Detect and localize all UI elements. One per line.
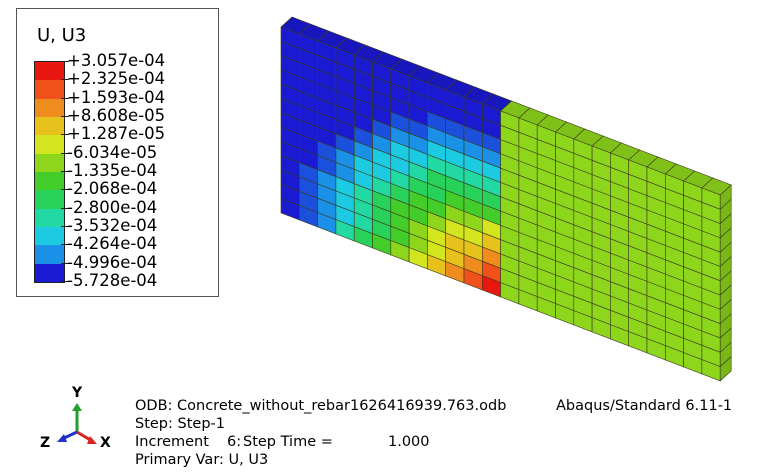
legend-swatch: [35, 153, 64, 173]
solver-version: Abaqus/Standard 6.11-1: [556, 398, 733, 414]
odb-name: ODB: Concrete_without_rebar1626416939.76…: [135, 398, 507, 414]
legend-swatch: [35, 80, 64, 100]
step-name: Step: Step-1: [135, 416, 225, 432]
axis-triad: Y Z X: [40, 385, 111, 451]
legend-swatch: [35, 98, 64, 118]
axis-label-x: X: [100, 435, 111, 451]
legend-value: -2.800e-04: [67, 197, 158, 217]
legend-title: U, U3: [37, 25, 87, 46]
legend-swatch: [35, 227, 64, 246]
legend-tick: [61, 152, 69, 154]
increment-label: Increment: [135, 434, 209, 450]
slab-end-face: [719, 355, 732, 382]
legend-value: -4.996e-04: [67, 252, 158, 272]
increment-value: 6:: [227, 434, 242, 450]
legend-swatch: [35, 190, 64, 210]
legend-tick: [61, 116, 69, 117]
legend-swatch: [35, 62, 64, 81]
legend-tick: [61, 97, 69, 99]
viewport-info-block: ODB: Concrete_without_rebar1626416939.76…: [135, 397, 755, 469]
legend-tick: [61, 61, 69, 62]
legend-value: -4.264e-04: [67, 234, 158, 254]
legend-swatch: [35, 245, 64, 265]
legend-tick: [61, 207, 69, 209]
legend-tick: [61, 262, 69, 264]
step-time-value: 1.000: [388, 434, 430, 450]
legend-swatch: [35, 117, 64, 136]
legend-tick: [61, 226, 69, 227]
legend-value: +3.057e-04: [67, 51, 166, 70]
legend-swatch: [35, 263, 64, 282]
axis-label-y: Y: [71, 385, 83, 401]
legend-value: +1.593e-04: [67, 87, 166, 107]
legend-value: -1.335e-04: [67, 161, 158, 180]
legend-tick: [61, 171, 69, 172]
legend-value: +2.325e-04: [67, 69, 166, 89]
legend-value: -6.034e-05: [67, 142, 158, 162]
legend-tick: [61, 244, 69, 246]
concrete-slab-mesh: [280, 16, 732, 382]
legend-tick: [61, 79, 69, 81]
axis-label-z: Z: [40, 435, 50, 451]
legend-tick: [61, 189, 69, 191]
legend-color-bar: [34, 61, 65, 283]
step-time-label: Step Time =: [243, 434, 333, 450]
legend-tick: [61, 281, 69, 282]
legend-swatch: [35, 135, 64, 155]
legend-value: -2.068e-04: [67, 179, 158, 199]
legend-tick: [61, 134, 69, 136]
legend-value: -3.532e-04: [67, 216, 158, 235]
legend-swatch: [35, 208, 64, 228]
legend-value: +8.608e-05: [67, 106, 166, 125]
primary-variable: Primary Var: U, U3: [135, 452, 269, 468]
contour-legend: U, U3 +3.057e-04 +2.325e-04 +1.593e-04 +8.6…: [16, 8, 219, 297]
legend-value: -5.728e-04: [67, 271, 158, 290]
legend-swatch: [35, 172, 64, 191]
axis-triad-arrows: [57, 403, 97, 444]
legend-value: +1.287e-05: [67, 124, 166, 144]
